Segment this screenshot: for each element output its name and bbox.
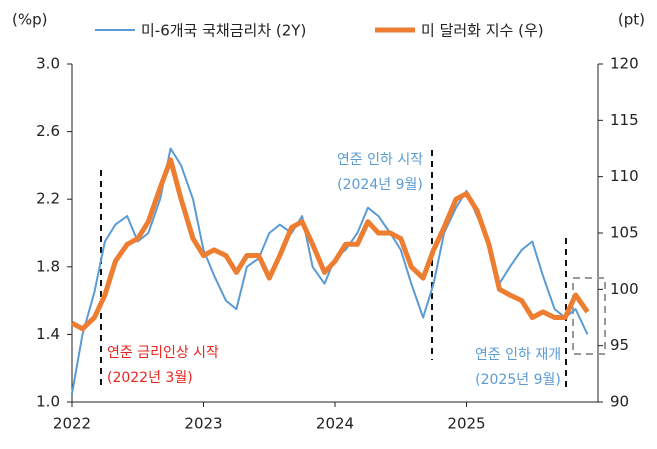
annotation: (2022년 3월) — [107, 370, 193, 386]
y2-tick-label: 95 — [610, 336, 629, 354]
legend-label: 미-6개국 국채금리차 (2Y) — [141, 22, 306, 40]
y2-tick-label: 90 — [610, 393, 629, 411]
x-tick-label: 2023 — [184, 415, 222, 433]
y-tick-label: 2.2 — [36, 190, 60, 208]
highlight-box — [572, 277, 606, 355]
y2-tick-label: 100 — [610, 280, 639, 298]
y2-tick-label: 105 — [610, 224, 639, 242]
x-tick-label: 2022 — [53, 415, 91, 433]
x-tick-label: 2024 — [316, 415, 354, 433]
y-axis-label: (%p) — [12, 11, 47, 29]
legend-label: 미 달러화 지수 (우) — [421, 22, 544, 40]
y2-tick-label: 110 — [610, 167, 639, 185]
series-line — [70, 157, 590, 332]
y2-axis-label: (pt) — [618, 11, 645, 29]
annotation: (2024년 9월) — [337, 177, 423, 193]
annotation: 연준 인하 재개 — [475, 347, 561, 363]
y-tick-label: 1.4 — [36, 325, 60, 343]
y2-tick-label: 115 — [610, 111, 639, 129]
annotation: 연준 인하 시작 — [337, 152, 423, 168]
annotation: 연준 금리인상 시작 — [107, 345, 219, 361]
y-tick-label: 2.6 — [36, 122, 60, 140]
y-tick-label: 3.0 — [36, 55, 60, 73]
x-tick-label: 2025 — [447, 415, 485, 433]
y2-tick-label: 120 — [610, 55, 639, 73]
y-tick-label: 1.0 — [36, 393, 60, 411]
y-tick-label: 1.8 — [36, 257, 60, 275]
series-line — [71, 147, 589, 394]
annotation: (2025년 9월) — [475, 372, 561, 388]
